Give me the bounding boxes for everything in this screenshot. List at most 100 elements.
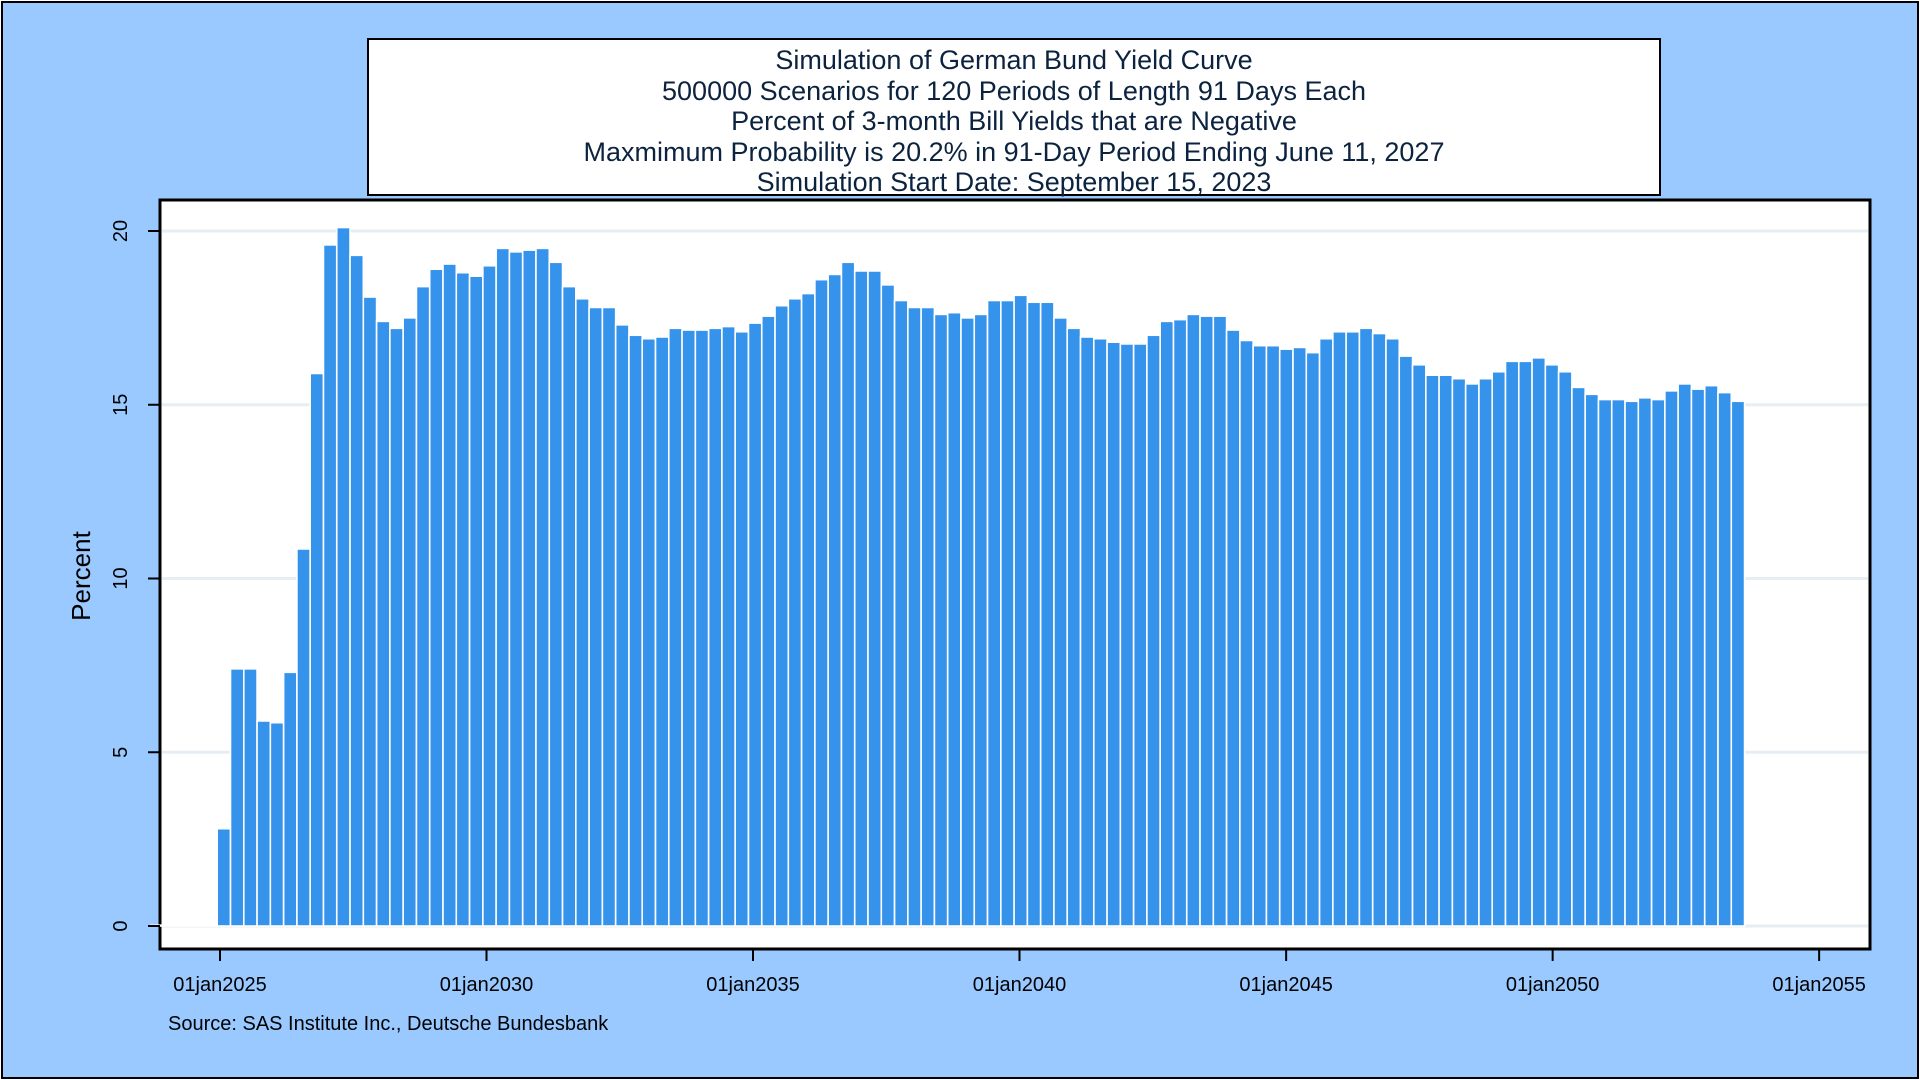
bar: [880, 284, 896, 927]
bar: [402, 317, 418, 927]
bar: [189, 924, 205, 927]
bar: [1092, 337, 1108, 927]
bar: [322, 244, 338, 927]
y-axis: 0 5 10 15 20: [110, 220, 160, 932]
bar: [1159, 320, 1175, 927]
bar: [628, 334, 644, 927]
bar: [800, 292, 816, 927]
y-tick-label: 20: [110, 220, 132, 242]
bar: [601, 306, 617, 927]
bar: [508, 251, 524, 927]
bar: [1664, 390, 1679, 927]
bar: [1411, 363, 1427, 927]
source-note: Source: SAS Institute Inc., Deutsche Bun…: [168, 1013, 609, 1035]
bar: [1332, 330, 1347, 927]
bar: [1199, 315, 1215, 927]
bar: [1385, 337, 1401, 927]
bar: [1531, 357, 1547, 927]
bar: [1278, 348, 1294, 927]
bar: [814, 278, 829, 927]
bar: [787, 297, 803, 927]
x-tick-label: 01jan2050: [1506, 974, 1599, 996]
bar: [415, 285, 431, 927]
bar: [1610, 398, 1626, 927]
bar: [1265, 344, 1281, 927]
bar: [1584, 393, 1600, 927]
bar: [614, 324, 630, 927]
bar: [1504, 360, 1520, 927]
x-axis: 01jan2025 01jan2030 01jan2035 01jan2040 01ja…: [173, 949, 1866, 996]
bar: [960, 317, 976, 927]
bar: [389, 327, 404, 927]
bar: [349, 254, 365, 927]
bar: [1544, 363, 1560, 927]
bar: [920, 306, 936, 927]
bar: [1252, 344, 1268, 927]
bar: [694, 329, 710, 927]
bar: [1066, 327, 1082, 927]
bar: [681, 329, 697, 927]
bar: [575, 297, 590, 927]
bar: [442, 263, 458, 927]
bar: [296, 548, 311, 927]
bar: [641, 337, 657, 927]
bar: [1464, 383, 1480, 927]
bar: [548, 261, 564, 927]
y-axis-label: Percent: [66, 530, 96, 620]
bar: [933, 313, 949, 927]
bar: [1000, 299, 1015, 927]
bar: [1172, 318, 1188, 927]
y-tick-label: 15: [110, 394, 132, 416]
bar: [1425, 374, 1440, 927]
bar: [1717, 391, 1733, 927]
bar: [1557, 370, 1573, 927]
bar: [588, 306, 604, 927]
bar: [535, 247, 551, 927]
bar: [1451, 377, 1467, 927]
bar: [946, 311, 962, 927]
bar: [1026, 301, 1042, 927]
bar: [973, 313, 989, 927]
bar: [1637, 396, 1653, 927]
bar: [1491, 370, 1507, 927]
bar: [1677, 383, 1693, 927]
bar: [468, 275, 484, 927]
bar: [282, 671, 298, 927]
chart-title-line-4: Maxmimum Probability is 20.2% in 91-Day …: [583, 136, 1445, 167]
x-tick-label: 01jan2040: [973, 974, 1066, 996]
x-tick-label: 01jan2025: [173, 974, 266, 996]
bar: [163, 924, 179, 927]
x-tick-label: 01jan2045: [1239, 974, 1332, 996]
bar: [229, 668, 245, 927]
bar: [893, 299, 909, 927]
bar: [1292, 346, 1308, 927]
bar: [1371, 332, 1387, 927]
bar: [667, 327, 683, 927]
bar: [455, 271, 471, 927]
bar: [1624, 400, 1640, 927]
bar: [827, 273, 843, 927]
bar: [521, 249, 537, 927]
bar: [1517, 360, 1533, 927]
bar: [774, 304, 790, 927]
bar: [1013, 294, 1029, 927]
bar: [309, 372, 325, 927]
x-tick-label: 01jan2035: [706, 974, 799, 996]
bar: [375, 320, 391, 927]
bar: [1398, 355, 1414, 927]
bar: [907, 306, 922, 927]
bar: [734, 330, 750, 927]
bar: [269, 721, 285, 927]
bar: [1106, 341, 1122, 927]
y-tick-label: 10: [110, 567, 132, 589]
bar: [1146, 334, 1161, 927]
bar: [986, 299, 1002, 927]
chart-title-box: Simulation of German Bund Yield Curve 50…: [367, 38, 1661, 197]
bar: [867, 270, 883, 927]
x-tick-label: 01jan2055: [1772, 974, 1865, 996]
bar: [760, 315, 776, 927]
bar: [747, 322, 763, 927]
bar: [176, 924, 192, 927]
bar: [1597, 398, 1613, 927]
